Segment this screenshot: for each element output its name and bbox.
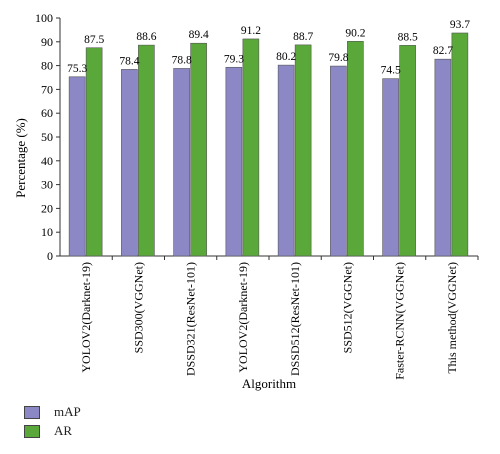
x-tick-label: DSSD512(ResNet-101) — [288, 262, 302, 376]
bar-map — [330, 65, 347, 257]
x-tick-label: SSD512(VGGNet) — [340, 262, 354, 353]
bar-ar — [294, 44, 312, 257]
x-tick-label: Faster-RCNN(VGGNet) — [393, 262, 407, 380]
y-tick-label: 80 — [41, 59, 53, 73]
data-label-ar: 88.6 — [136, 31, 156, 43]
y-tick-label: 40 — [41, 154, 53, 168]
y-tick-label: 60 — [41, 106, 53, 120]
data-label-ar: 88.7 — [293, 31, 313, 43]
bar-map — [434, 58, 452, 257]
bar-map — [277, 64, 295, 257]
bars — [68, 32, 469, 257]
bar-map — [382, 78, 399, 257]
x-tick-label: SSD300(VGGNet) — [131, 262, 145, 353]
x-tick-label: DSSD321(ResNet-101) — [184, 262, 198, 376]
value-labels: 75.3 87.5 78.4 88.6 78.8 89.4 79.3 91.2 80.2 88.7… — [67, 19, 470, 77]
bar-map — [173, 68, 190, 257]
legend-label-ar: AR — [54, 423, 73, 438]
bar-map — [68, 76, 86, 257]
bar-ar — [347, 41, 364, 257]
data-label-map: 78.8 — [172, 54, 192, 66]
data-label-ar: 90.2 — [345, 27, 365, 39]
data-label-map: 82.7 — [433, 45, 453, 57]
legend-item-ar: AR — [24, 423, 72, 439]
y-tick-label: 10 — [41, 225, 53, 239]
data-label-ar: 93.7 — [450, 19, 470, 31]
y-tick-label: 0 — [47, 249, 53, 263]
bar-map — [225, 66, 243, 257]
bar-map — [121, 69, 138, 257]
y-tick-label: 100 — [35, 11, 53, 25]
y-axis: 0 10 20 30 40 50 60 70 80 90 100 — [35, 11, 61, 263]
data-label-ar: 88.5 — [398, 31, 418, 43]
y-tick-label: 70 — [41, 82, 53, 96]
data-label-map: 78.4 — [119, 55, 139, 67]
y-tick-label: 20 — [41, 201, 53, 215]
x-tick-label: YOLOV2(Darknet-19) — [236, 262, 250, 373]
bar-ar — [242, 38, 260, 257]
x-tick-label: YOLOV2(Darknet-19) — [79, 262, 93, 373]
data-label-ar: 91.2 — [241, 25, 261, 37]
data-label-map: 79.8 — [328, 52, 348, 64]
legend-swatch-ar — [24, 424, 40, 438]
legend-swatch-map — [24, 405, 40, 419]
x-axis: YOLOV2(Darknet-19) SSD300(VGGNet) DSSD321(… — [60, 255, 479, 380]
legend-label-map: mAP — [54, 404, 81, 419]
bar-ar — [190, 42, 207, 257]
bar-ar — [138, 44, 155, 257]
data-label-map: 75.3 — [67, 63, 87, 75]
data-label-ar: 89.4 — [189, 29, 209, 41]
y-tick-label: 30 — [41, 178, 53, 192]
bar-ar — [451, 32, 469, 257]
bar-ar — [399, 45, 416, 257]
data-label-map: 74.5 — [381, 65, 401, 77]
data-label-ar: 87.5 — [84, 34, 104, 46]
data-label-map: 80.2 — [276, 51, 296, 63]
x-axis-label: Algorithm — [242, 376, 296, 391]
x-tick-label: This method(VGGNet) — [445, 262, 459, 374]
y-axis-label: Percentage (%) — [13, 118, 28, 198]
y-tick-label: 90 — [41, 35, 53, 49]
bar-ar — [85, 47, 103, 257]
legend-item-map: mAP — [24, 404, 81, 420]
y-tick-label: 50 — [41, 130, 53, 144]
data-label-map: 79.3 — [224, 53, 244, 65]
